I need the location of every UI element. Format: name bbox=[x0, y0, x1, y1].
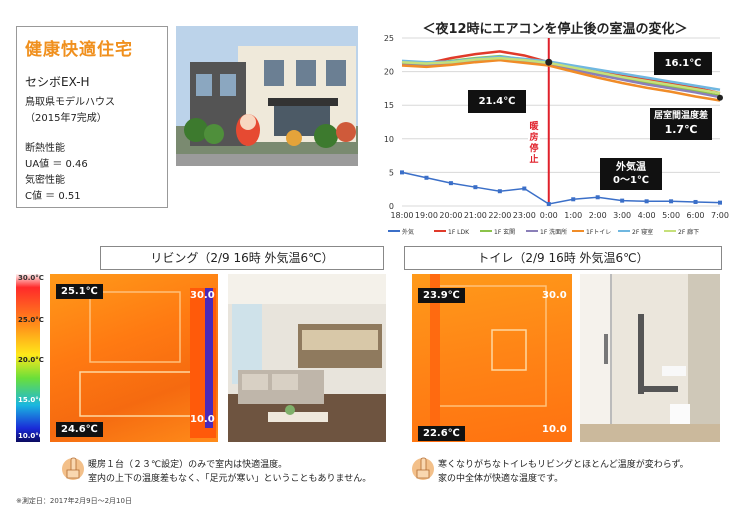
outside-temp-callout: 外気温 0～1℃ bbox=[600, 158, 662, 190]
legend-label: 1F LDK bbox=[448, 229, 470, 236]
x-tick-label: 18:00 bbox=[390, 211, 413, 220]
data-point bbox=[448, 181, 453, 186]
end-temp-callout: 16.1℃ bbox=[654, 52, 712, 75]
house-info-card: 健康快適住宅 セシボEX-H 鳥取県モデルハウス （2015年7完成） 断熱性能… bbox=[16, 26, 168, 208]
series-line bbox=[401, 171, 721, 205]
airtight-label: 気密性能 bbox=[25, 175, 65, 186]
pointing-finger-icon bbox=[62, 457, 84, 480]
data-point bbox=[546, 201, 551, 206]
data-point bbox=[400, 170, 404, 175]
scale-label-10: 10.0°C bbox=[18, 432, 44, 440]
x-tick-label: 4:00 bbox=[638, 211, 656, 220]
completed-label: （2015年7完成） bbox=[25, 113, 107, 124]
stop-point-marker bbox=[545, 58, 553, 66]
insulation-label: 断熱性能 bbox=[25, 143, 65, 154]
x-tick-label: 7:00 bbox=[711, 211, 729, 220]
living-section-header: リビング（2/9 16時 外気温6℃） bbox=[100, 246, 384, 270]
data-point bbox=[424, 175, 429, 180]
toilet-bottom-temp: 22.6℃ bbox=[418, 426, 465, 441]
location-label: 鳥取県モデルハウス bbox=[25, 97, 115, 108]
data-point bbox=[718, 200, 722, 205]
outside-temp-label: 外気温 bbox=[616, 162, 646, 173]
toilet-photo bbox=[580, 274, 720, 442]
x-tick-label: 2:00 bbox=[589, 211, 607, 220]
toilet-section-header: トイレ（2/9 16時 外気温6℃） bbox=[404, 246, 722, 270]
y-tick-label: 15 bbox=[384, 101, 394, 110]
legend-label: 外気 bbox=[402, 228, 414, 236]
data-point bbox=[522, 186, 527, 191]
x-tick-label: 19:00 bbox=[415, 211, 438, 220]
data-point bbox=[644, 199, 649, 204]
y-tick-label: 25 bbox=[384, 34, 394, 43]
start-temp-callout: 21.4℃ bbox=[468, 90, 526, 113]
temperature-color-scale: 30.0°C 25.0°C 20.0°C 15.0°C 10.0°C bbox=[16, 274, 44, 442]
y-tick-label: 5 bbox=[389, 168, 394, 177]
y-tick-label: 10 bbox=[384, 135, 394, 144]
living-note-line2: 室内の上下の温度差もなく、「足元が寒い」ということもありません。 bbox=[88, 474, 372, 484]
ua-value: UA値 ＝ 0.46 bbox=[25, 159, 88, 170]
toilet-top-temp: 23.9℃ bbox=[418, 288, 465, 303]
living-room-photo bbox=[228, 274, 386, 442]
living-thermal-image: 25.1℃ 24.6℃ 30.0 10.0 bbox=[50, 274, 218, 442]
end-point-marker bbox=[717, 94, 723, 101]
model-name: セシボEX-H bbox=[25, 75, 90, 89]
data-point bbox=[669, 199, 674, 204]
pointing-finger-icon bbox=[412, 457, 434, 480]
living-note-line1: 暖房１台（２３℃設定）のみで室内は快適温度。 bbox=[88, 460, 288, 470]
x-tick-label: 22:00 bbox=[488, 211, 511, 220]
scale-label-30: 30.0°C bbox=[18, 274, 44, 282]
temp-diff-label: 居室間温度差 bbox=[653, 111, 708, 121]
chart-title: ＜夜12時にエアコンを停止後の室温の変化＞ bbox=[422, 22, 688, 37]
x-tick-label: 20:00 bbox=[439, 211, 462, 220]
heating-stop-label: 暖房停止 bbox=[528, 122, 540, 166]
x-tick-label: 6:00 bbox=[687, 211, 705, 220]
data-point bbox=[595, 195, 600, 200]
living-scale-top: 30.0 bbox=[190, 290, 215, 301]
toilet-scale-top: 30.0 bbox=[542, 290, 567, 301]
temp-diff-value: 1.7℃ bbox=[664, 122, 698, 136]
data-point bbox=[473, 185, 478, 190]
y-tick-label: 20 bbox=[384, 68, 394, 77]
scale-label-25: 25.0°C bbox=[18, 316, 44, 324]
house-photo bbox=[176, 26, 358, 166]
series-line bbox=[401, 56, 721, 95]
legend-label: 2F 廊下 bbox=[678, 228, 699, 236]
toilet-note-line1: 寒くなりがちなトイレもリビングとほとんど温度が変わらず。 bbox=[438, 460, 689, 470]
data-point bbox=[620, 198, 625, 203]
c-value: C値 ＝ 0.51 bbox=[25, 191, 81, 202]
toilet-thermal-image: 23.9℃ 22.6℃ 30.0 10.0 bbox=[412, 274, 572, 442]
living-bottom-temp: 24.6℃ bbox=[56, 422, 103, 437]
temp-diff-callout: 居室間温度差 1.7℃ bbox=[650, 108, 712, 140]
outside-temp-value: 0～1℃ bbox=[612, 175, 650, 186]
x-tick-label: 23:00 bbox=[513, 211, 536, 220]
series-line bbox=[401, 57, 721, 99]
x-tick-label: 3:00 bbox=[613, 211, 631, 220]
x-tick-label: 5:00 bbox=[662, 211, 680, 220]
scale-label-20: 20.0°C bbox=[18, 356, 44, 364]
x-tick-label: 21:00 bbox=[464, 211, 487, 220]
living-top-temp: 25.1℃ bbox=[56, 284, 103, 299]
legend-label: 2F 寝室 bbox=[632, 228, 653, 236]
toilet-note-line2: 家の中全体が快適な温度です。 bbox=[438, 474, 564, 484]
toilet-note: 寒くなりがちなトイレもリビングとほとんど温度が変わらず。 家の中全体が快適な温度… bbox=[438, 458, 738, 486]
house-title: 健康快適住宅 bbox=[25, 40, 133, 60]
legend-label: 1F 洗面所 bbox=[540, 228, 567, 236]
y-tick-label: 0 bbox=[389, 202, 394, 211]
data-point bbox=[693, 199, 698, 204]
living-note: 暖房１台（２３℃設定）のみで室内は快適温度。 室内の上下の温度差もなく、「足元が… bbox=[88, 458, 388, 486]
series-line bbox=[401, 58, 721, 102]
data-point bbox=[497, 189, 502, 194]
measurement-period: ※測定日：2017年2月9日～2月10日 bbox=[16, 497, 132, 505]
toilet-scale-bottom: 10.0 bbox=[542, 424, 567, 435]
legend-label: 1F 玄関 bbox=[494, 228, 515, 236]
scale-label-15: 15.0°C bbox=[18, 396, 44, 404]
x-tick-label: 0:00 bbox=[540, 211, 558, 220]
living-scale-bottom: 10.0 bbox=[190, 414, 215, 425]
legend-label: 1Fトイレ bbox=[586, 229, 611, 236]
x-tick-label: 1:00 bbox=[564, 211, 582, 220]
data-point bbox=[571, 197, 576, 202]
